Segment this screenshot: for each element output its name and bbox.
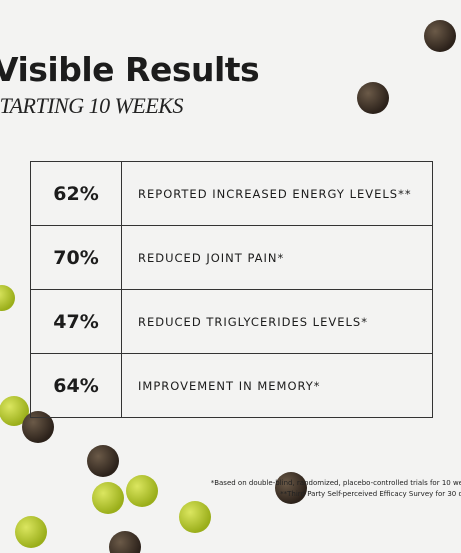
label-cell: REPORTED INCREASED ENERGY LEVELS** — [121, 161, 433, 226]
subtitle: STARTING 10 WEEKS — [0, 93, 183, 118]
percent-cell: 70% — [30, 225, 122, 290]
pill — [15, 516, 47, 548]
pill — [22, 411, 54, 443]
pill — [179, 501, 211, 533]
footnote: *Based on double-blind, randomized, plac… — [210, 479, 461, 487]
title: Visible Results — [0, 50, 260, 89]
label-cell: REDUCED TRIGLYCERIDES LEVELS* — [121, 289, 433, 354]
pill — [92, 482, 124, 514]
label-cell: IMPROVEMENT IN MEMORY* — [121, 353, 433, 418]
percent-cell: 64% — [30, 353, 122, 418]
pill — [87, 445, 119, 477]
pill — [0, 285, 15, 311]
table-row: 64% IMPROVEMENT IN MEMORY* — [30, 353, 433, 418]
table-row: 47% REDUCED TRIGLYCERIDES LEVELS* — [30, 289, 433, 354]
footnotes: *Based on double-blind, randomized, plac… — [0, 478, 461, 500]
pill — [275, 472, 307, 504]
pill — [0, 396, 29, 426]
table-row: 70% REDUCED JOINT PAIN* — [30, 225, 433, 290]
footnote: **Third Party Self-perceived Efficacy Su… — [280, 490, 461, 498]
pill — [424, 20, 456, 52]
pill — [109, 531, 141, 553]
pill — [357, 82, 389, 114]
label-cell: REDUCED JOINT PAIN* — [121, 225, 433, 290]
table-row: 62% REPORTED INCREASED ENERGY LEVELS** — [30, 161, 433, 226]
percent-cell: 62% — [30, 161, 122, 226]
results-table: 62% REPORTED INCREASED ENERGY LEVELS** 70%… — [30, 161, 433, 418]
pill — [126, 475, 158, 507]
percent-cell: 47% — [30, 289, 122, 354]
